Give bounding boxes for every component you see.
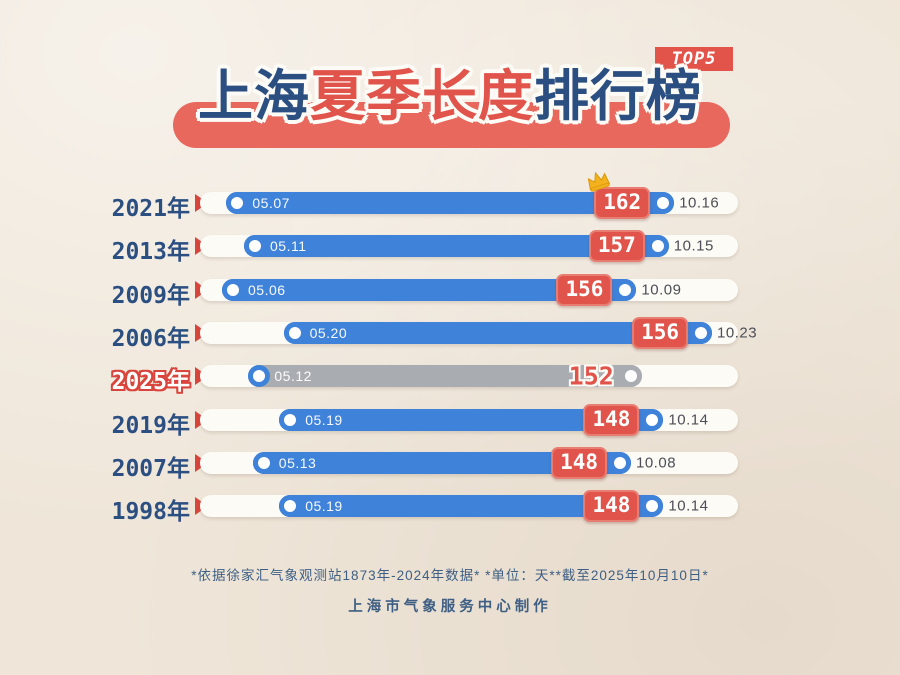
ranking-row: 2025年 05.12 152 (0, 364, 900, 395)
end-dot (690, 322, 712, 344)
duration-bar (248, 365, 642, 387)
end-dot (641, 495, 664, 517)
start-date-label: 05.19 (305, 412, 343, 428)
end-date-label: 10.09 (641, 281, 682, 299)
end-dot (609, 452, 631, 474)
ranking-row: 2013年 05.11 157 10.15 (0, 230, 900, 265)
days-badge: 157 (588, 230, 645, 262)
start-date-label: 05.11 (270, 238, 307, 254)
days-value: 152 (568, 361, 614, 391)
end-dot (641, 409, 664, 431)
duration-bar (283, 322, 712, 344)
title-segment: 排行榜 (534, 65, 703, 127)
ranking-row: 2019年 05.19 148 10.14 (0, 404, 900, 439)
end-date-label: 10.16 (679, 194, 720, 212)
end-date-label: 10.08 (636, 454, 677, 472)
start-dot (252, 452, 275, 474)
days-badge: 148 (583, 404, 640, 436)
end-date-label: 10.14 (668, 411, 709, 429)
title-segment: 上海 (197, 65, 310, 127)
year-label: 2025年 (111, 369, 190, 395)
start-dot (244, 235, 266, 257)
duration-bar (226, 192, 675, 214)
end-dot (619, 365, 642, 387)
days-badge: 148 (551, 447, 607, 479)
days-badge: 152 (565, 364, 618, 389)
start-dot (248, 365, 271, 387)
crown-icon (587, 171, 611, 192)
ranking-row: 2007年 05.13 148 10.08 (0, 447, 900, 482)
end-date-label: 10.14 (668, 497, 709, 515)
timeline-track: 05.12 152 (200, 364, 738, 389)
duration-bar (222, 279, 637, 301)
duration-bar (279, 409, 664, 431)
title-segment: 夏季长度 (309, 65, 534, 127)
timeline-track: 05.13 148 10.08 (200, 447, 738, 479)
year-label: 1998年 (111, 499, 190, 525)
duration-bar (252, 452, 631, 474)
start-dot (283, 322, 306, 344)
days-badge: 148 (583, 490, 640, 522)
timeline-track: 05.06 156 10.09 (200, 274, 738, 306)
ranking-row: 2006年 05.20 156 10.23 (0, 317, 900, 352)
days-value: 148 (592, 407, 631, 431)
ranking-row: 1998年 05.19 148 10.14 (0, 490, 900, 525)
days-value: 148 (560, 450, 598, 474)
days-badge: 162 (587, 171, 651, 219)
ranking-row: 2009年 05.06 156 10.09 (0, 274, 900, 309)
timeline-track: 05.19 148 10.14 (200, 404, 738, 436)
title-background-pill (173, 102, 730, 148)
year-label: 2007年 (111, 456, 190, 482)
start-date-label: 05.07 (252, 195, 290, 211)
end-dot (614, 279, 637, 301)
end-date-label: 10.15 (673, 237, 714, 255)
year-label: 2013年 (111, 239, 190, 265)
year-label: 2019年 (111, 413, 190, 439)
days-badge: 156 (632, 317, 688, 349)
days-value: 156 (565, 277, 604, 301)
year-label: 2006年 (111, 326, 190, 352)
data-source-note: *依据徐家汇气象观测站1873年-2024年数据* *单位：天**截至2025年… (191, 568, 709, 583)
start-date-label: 05.13 (278, 455, 317, 471)
start-dot (226, 192, 249, 214)
credit-line: 上海市气象服务中心制作 (348, 599, 552, 615)
end-dot (646, 235, 669, 257)
start-date-label: 05.12 (274, 368, 312, 384)
start-dot (222, 279, 244, 301)
end-date-label: 10.23 (717, 324, 758, 342)
start-date-label: 05.20 (309, 325, 348, 341)
start-date-label: 05.06 (248, 282, 286, 298)
start-dot (279, 409, 302, 431)
timeline-track: 05.19 148 10.14 (200, 490, 738, 522)
page-title: 上海夏季长度排行榜 (0, 66, 900, 127)
days-value: 148 (592, 493, 631, 517)
year-label: 2021年 (111, 196, 190, 222)
timeline-track: 05.20 156 10.23 (200, 317, 757, 349)
days-value: 162 (603, 190, 642, 214)
end-dot (652, 192, 675, 214)
days-badge: 156 (556, 274, 613, 306)
start-dot (279, 495, 302, 517)
days-value: 157 (597, 233, 636, 257)
ranking-row: 2021年 05.07 162 10.16 (0, 171, 900, 222)
start-date-label: 05.19 (305, 498, 343, 514)
duration-bar (279, 495, 664, 517)
timeline-track: 05.07 162 10.16 (200, 171, 738, 219)
timeline-track: 05.11 157 10.15 (200, 230, 738, 262)
year-label: 2009年 (111, 283, 190, 309)
days-value: 156 (641, 320, 679, 344)
top5-badge: TOP5 (655, 47, 733, 71)
duration-bar (244, 235, 669, 257)
